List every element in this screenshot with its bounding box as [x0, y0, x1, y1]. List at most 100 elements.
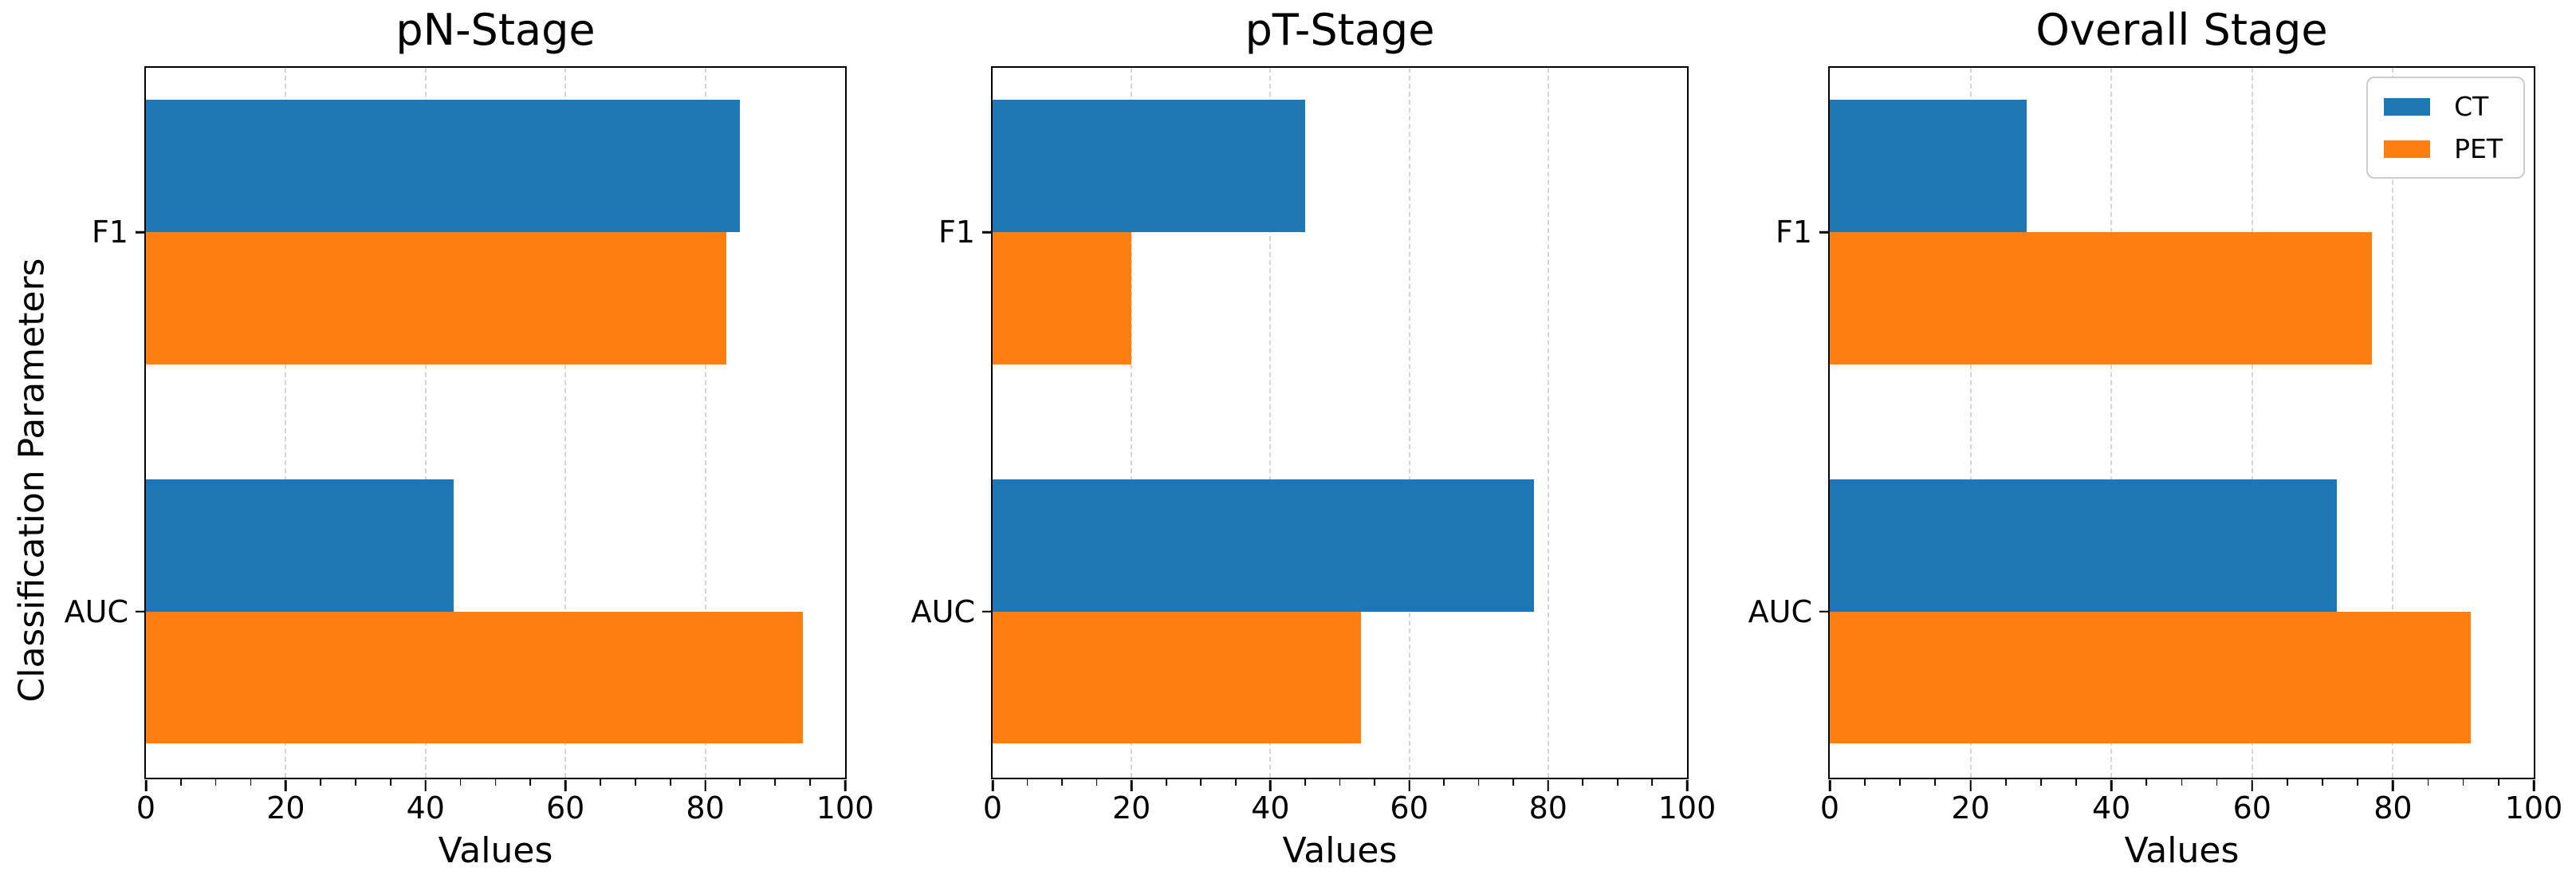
x-tick-40	[2110, 780, 2113, 791]
x-minor-tick-75	[1512, 779, 1515, 786]
x-minor-tick-70	[634, 779, 636, 786]
x-tick-label-80: 80	[686, 790, 725, 826]
x-tick-label-0: 0	[136, 790, 156, 826]
x-minor-tick-15	[1934, 779, 1937, 786]
x-tick-80	[2392, 780, 2394, 791]
x-tick-0	[144, 780, 147, 791]
x-tick-0	[1828, 780, 1831, 791]
gridline-20	[1969, 68, 1972, 778]
x-minor-tick-45	[459, 779, 462, 786]
legend: CT PET	[2366, 77, 2525, 179]
x-tick-label-100: 100	[1658, 790, 1717, 826]
x-minor-tick-95	[2497, 779, 2499, 786]
x-tick-label-40: 40	[2092, 790, 2131, 826]
x-minor-tick-30	[355, 779, 356, 786]
y-tick-f1	[136, 231, 144, 234]
x-minor-tick-65	[1443, 779, 1445, 786]
gridline-80	[2392, 68, 2394, 778]
bar-ct-auc	[1830, 479, 2337, 612]
plot-area: 0 20 40 60 80 100 F1 AUC	[65, 66, 874, 826]
x-tick-20	[285, 780, 287, 791]
x-tick-label-20: 20	[1951, 790, 1990, 826]
y-axis-label: Classification Parameters	[11, 258, 53, 702]
x-tick-60	[1408, 780, 1410, 791]
legend-entry-pet: PET	[2384, 133, 2503, 164]
x-tick-20	[1969, 780, 1972, 791]
y-tick-auc	[982, 610, 991, 613]
subplot-pt-stage: pT-Stage 0 20 40 60 80 100 F1 AUC Values	[911, 6, 1717, 872]
x-minor-tick-95	[809, 779, 812, 786]
x-tick-label-80: 80	[1528, 790, 1567, 826]
x-tick-20	[1130, 780, 1133, 791]
y-tick-label-auc: AUC	[1748, 593, 1812, 629]
y-tick-label-auc: AUC	[64, 593, 128, 629]
x-minor-tick-10	[1061, 779, 1063, 786]
bar-pet-f1	[146, 232, 726, 365]
x-minor-tick-55	[529, 779, 532, 786]
bar-pet-auc	[146, 611, 804, 744]
x-minor-tick-15	[1095, 779, 1098, 786]
x-minor-tick-70	[2322, 779, 2323, 786]
gridline-20	[285, 68, 287, 778]
legend-entry-ct: CT	[2384, 91, 2503, 122]
bar-ct-auc	[993, 479, 1535, 612]
x-axis-label: Values	[1282, 830, 1398, 871]
legend-swatch-pet	[2384, 140, 2431, 158]
gridline-60	[564, 68, 567, 778]
plot-area: 0 20 40 60 80 100 F1 AUC	[1748, 66, 2562, 826]
x-minor-tick-25	[2004, 779, 2007, 786]
plot-area: 0 20 40 60 80 100 F1 AUC	[911, 66, 1716, 826]
x-tick-40	[424, 780, 427, 791]
x-minor-tick-35	[2075, 779, 2077, 786]
x-minor-tick-50	[2181, 779, 2183, 786]
bar-ct-f1	[146, 100, 741, 233]
x-minor-tick-90	[1616, 779, 1618, 786]
x-minor-tick-85	[2427, 779, 2429, 786]
x-minor-tick-30	[1200, 779, 1202, 786]
bar-ct-f1	[993, 100, 1305, 233]
x-minor-tick-50	[494, 779, 497, 786]
x-tick-100	[844, 780, 847, 791]
x-minor-tick-50	[1339, 779, 1341, 786]
x-tick-60	[2251, 780, 2254, 791]
gridline-80	[704, 68, 706, 778]
x-minor-tick-85	[1582, 779, 1584, 786]
x-minor-tick-65	[2287, 779, 2288, 786]
y-tick-auc	[1819, 610, 1828, 613]
legend-label-pet: PET	[2454, 133, 2503, 164]
bar-pet-auc	[1830, 611, 2471, 744]
x-tick-label-80: 80	[2373, 790, 2413, 826]
x-tick-label-100: 100	[816, 790, 875, 826]
x-axis-label: Values	[2124, 830, 2240, 871]
x-minor-tick-10	[1899, 779, 1902, 786]
x-tick-label-20: 20	[1112, 790, 1151, 826]
subplot-overall-stage: Overall Stage 0 20 40 60 80 100 F1 AUC Values C…	[1748, 6, 2563, 872]
subplot-title: pT-Stage	[1245, 5, 1435, 55]
subplot-pn-stage: pN-Stage 0 20 40 60 80 100 F1 AUC Classificatio…	[12, 6, 875, 872]
bar-pet-f1	[993, 232, 1132, 365]
bar-ct-f1	[1830, 100, 2027, 233]
x-axis-label: Values	[438, 830, 553, 871]
x-minor-tick-75	[669, 779, 671, 786]
y-tick-label-f1: F1	[91, 215, 128, 250]
x-tick-label-40: 40	[406, 790, 445, 826]
x-tick-label-40: 40	[1251, 790, 1290, 826]
x-tick-100	[2532, 780, 2535, 791]
gridline-20	[1131, 68, 1133, 778]
x-tick-40	[1269, 780, 1272, 791]
x-tick-80	[1547, 780, 1550, 791]
x-minor-tick-35	[390, 779, 391, 786]
x-minor-tick-5	[1026, 779, 1028, 786]
x-tick-80	[704, 780, 706, 791]
x-minor-tick-10	[214, 779, 217, 786]
x-minor-tick-25	[1165, 779, 1167, 786]
x-minor-tick-45	[1304, 779, 1306, 786]
x-tick-label-60: 60	[1390, 790, 1429, 826]
gridline-60	[2251, 68, 2253, 778]
x-minor-tick-65	[600, 779, 601, 786]
x-minor-tick-55	[2216, 779, 2218, 786]
x-tick-100	[1685, 780, 1689, 791]
x-minor-tick-35	[1234, 779, 1237, 786]
legend-swatch-ct	[2384, 97, 2431, 116]
